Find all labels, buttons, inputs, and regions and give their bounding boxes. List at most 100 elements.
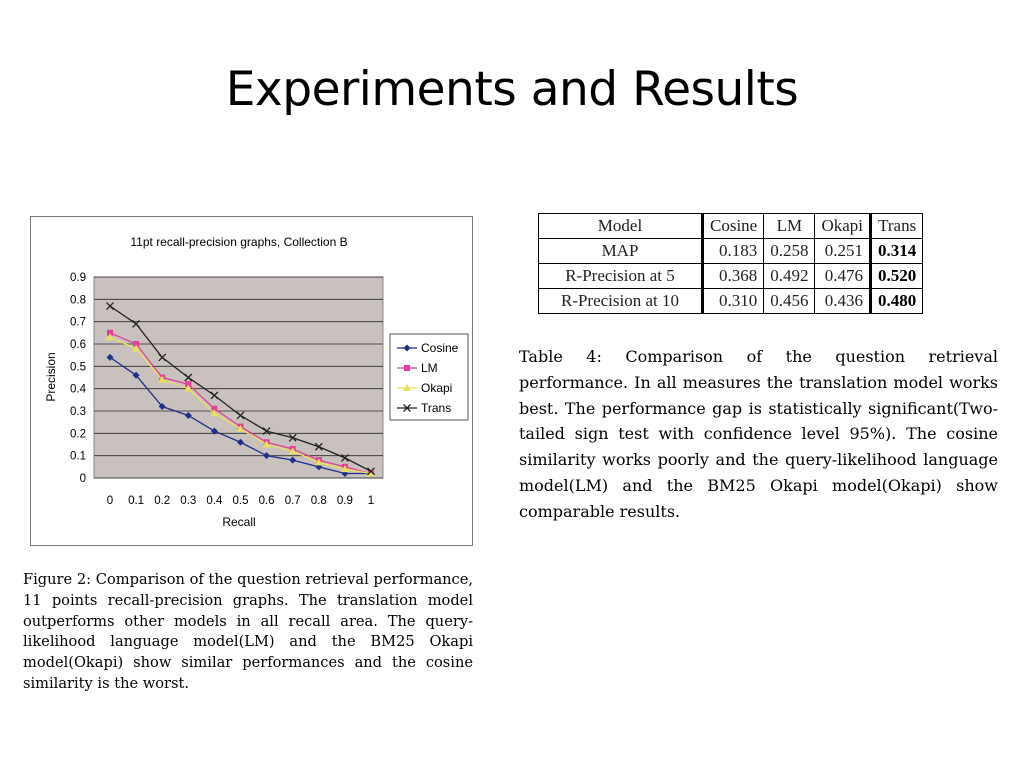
data-point-okapi bbox=[236, 424, 245, 432]
chart-title: 11pt recall-precision graphs, Collection… bbox=[130, 235, 347, 249]
data-point-trans bbox=[314, 442, 323, 451]
data-point-trans bbox=[158, 353, 167, 362]
cell-lm: 0.456 bbox=[763, 288, 816, 314]
data-point-cosine bbox=[315, 463, 323, 471]
data-point-trans bbox=[210, 391, 219, 400]
figure-caption-label: Figure 2: bbox=[23, 571, 92, 588]
cell-trans: 0.520 bbox=[869, 263, 924, 289]
data-point-trans bbox=[367, 467, 375, 476]
legend-label-okapi: Okapi bbox=[421, 381, 452, 395]
cell-trans: 0.314 bbox=[869, 238, 924, 264]
x-tick-label: 0.3 bbox=[180, 495, 196, 507]
x-tick-label: 0.1 bbox=[128, 495, 144, 507]
x-tick-label: 0 bbox=[107, 495, 113, 507]
table-row: R-Precision at 10 0.310 0.456 0.436 0.48… bbox=[538, 288, 924, 314]
data-point-trans bbox=[262, 427, 271, 436]
table-caption-label: Table 4: bbox=[519, 347, 602, 366]
figure-recall-precision-chart: 0 0.1 0.2 0.3 0.4 0.5 0.6 0.7 0.8 0.9 0 0.1 0.2 0.3 0.… bbox=[30, 216, 473, 546]
row-label: MAP bbox=[538, 238, 703, 264]
data-point-cosine bbox=[289, 456, 297, 464]
data-point-okapi bbox=[314, 458, 323, 466]
y-tick-label: 0.8 bbox=[70, 294, 86, 306]
header-lm: LM bbox=[763, 213, 816, 239]
y-tick-label: 0.4 bbox=[70, 384, 87, 396]
x-tick-label: 0.2 bbox=[154, 495, 170, 507]
legend-marker-cosine bbox=[403, 344, 411, 352]
data-point-okapi bbox=[184, 384, 193, 392]
data-point-lm bbox=[107, 329, 113, 336]
legend-label-cosine: Cosine bbox=[421, 341, 459, 355]
header-model: Model bbox=[538, 213, 703, 239]
cell-trans: 0.480 bbox=[869, 288, 924, 314]
data-point-cosine bbox=[263, 452, 271, 460]
x-tick-label: 1 bbox=[368, 495, 374, 507]
data-point-trans bbox=[106, 302, 114, 310]
data-point-cosine bbox=[237, 438, 244, 446]
x-tick-label: 0.6 bbox=[259, 495, 275, 507]
table-row: MAP 0.183 0.258 0.251 0.314 bbox=[538, 238, 924, 264]
y-tick-label: 0.2 bbox=[70, 428, 86, 440]
results-table: Model Cosine LM Okapi Trans MAP 0.183 0.… bbox=[538, 213, 924, 314]
data-point-okapi bbox=[288, 447, 297, 455]
legend-marker-trans bbox=[403, 404, 411, 412]
legend-marker-okapi bbox=[403, 384, 411, 391]
data-point-trans bbox=[184, 373, 193, 382]
cell-okapi: 0.476 bbox=[814, 263, 872, 289]
row-label: R-Precision at 10 bbox=[538, 288, 703, 314]
data-point-okapi bbox=[262, 440, 271, 448]
y-tick-label: 0 bbox=[80, 473, 86, 485]
data-point-trans bbox=[132, 319, 141, 328]
data-point-cosine bbox=[132, 371, 140, 379]
data-point-lm bbox=[185, 381, 192, 388]
data-point-cosine bbox=[341, 470, 349, 478]
table-caption-text: Comparison of the question retrieval per… bbox=[519, 347, 999, 521]
header-trans: Trans bbox=[869, 213, 924, 239]
cell-lm: 0.258 bbox=[763, 238, 816, 264]
data-point-cosine bbox=[210, 427, 218, 435]
cell-cosine: 0.368 bbox=[700, 263, 765, 289]
data-point-trans bbox=[288, 433, 297, 442]
data-point-okapi bbox=[132, 344, 141, 352]
x-tick-label: 0.8 bbox=[311, 495, 327, 507]
plot-area bbox=[93, 276, 384, 479]
header-okapi: Okapi bbox=[814, 213, 872, 239]
y-tick-label: 0.6 bbox=[70, 339, 86, 351]
legend-marker-lm bbox=[404, 365, 410, 371]
y-axis-label: Precision bbox=[44, 352, 58, 401]
data-point-cosine bbox=[106, 353, 114, 361]
x-tick-label: 0.9 bbox=[337, 495, 353, 507]
table-header-row: Model Cosine LM Okapi Trans bbox=[538, 213, 924, 239]
y-tick-label: 0.7 bbox=[70, 317, 86, 329]
table-row: R-Precision at 5 0.368 0.492 0.476 0.520 bbox=[538, 263, 924, 289]
data-point-cosine bbox=[184, 411, 192, 419]
slide-title: Experiments and Results bbox=[225, 62, 799, 117]
figure-caption-text: Comparison of the question retrieval per… bbox=[23, 571, 473, 692]
data-point-okapi bbox=[158, 375, 167, 383]
data-point-trans bbox=[340, 453, 349, 462]
cell-cosine: 0.183 bbox=[700, 238, 765, 264]
cell-cosine: 0.310 bbox=[700, 288, 765, 314]
data-point-lm bbox=[211, 405, 218, 412]
cell-okapi: 0.436 bbox=[814, 288, 872, 314]
y-tick-label: 0.5 bbox=[70, 361, 86, 373]
cell-okapi: 0.251 bbox=[814, 238, 872, 264]
x-axis-label: Recall bbox=[222, 515, 255, 529]
data-point-trans bbox=[236, 411, 245, 420]
figure-caption: Figure 2: Comparison of the question ret… bbox=[23, 570, 473, 695]
data-point-okapi bbox=[340, 465, 349, 473]
y-tick-label: 0.9 bbox=[70, 272, 86, 284]
data-point-okapi bbox=[210, 409, 219, 417]
x-tick-label: 0.4 bbox=[206, 495, 223, 507]
x-tick-label: 0.5 bbox=[233, 495, 249, 507]
y-tick-label: 0.3 bbox=[70, 406, 86, 418]
legend-label-lm: LM bbox=[421, 361, 438, 375]
y-tick-label: 0.1 bbox=[70, 451, 86, 463]
chart-svg: 0 0.1 0.2 0.3 0.4 0.5 0.6 0.7 0.8 0.9 0 0.1 0.2 0.3 0.… bbox=[44, 235, 469, 529]
x-tick-label: 0.7 bbox=[285, 495, 301, 507]
data-point-okapi bbox=[367, 469, 375, 477]
data-point-lm bbox=[133, 341, 140, 347]
table-caption: Table 4: Comparison of the question retr… bbox=[519, 344, 998, 525]
data-point-okapi bbox=[106, 333, 114, 341]
legend-label-trans: Trans bbox=[421, 401, 451, 415]
cell-lm: 0.492 bbox=[763, 263, 816, 289]
